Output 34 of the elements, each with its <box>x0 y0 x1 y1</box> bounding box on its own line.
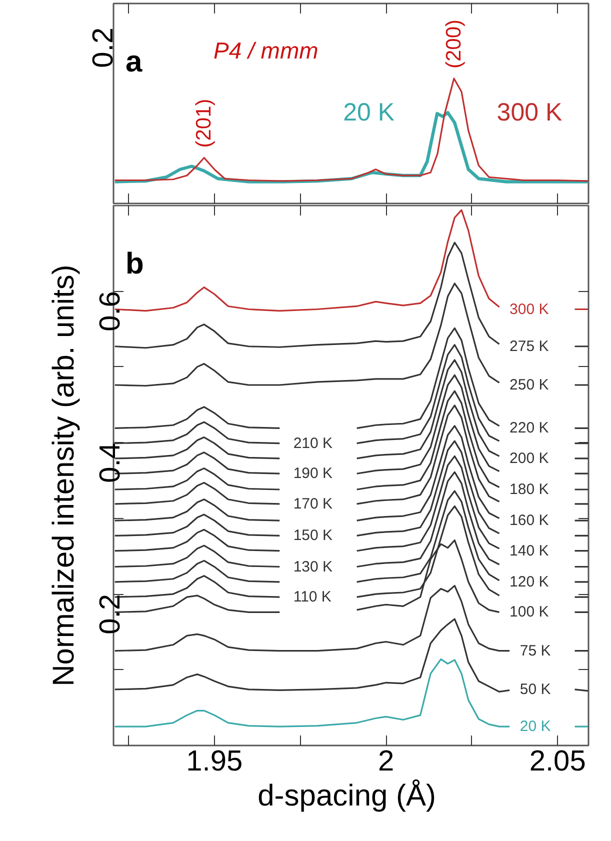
series-label: 20 K <box>343 98 395 127</box>
series-label: 300 K <box>496 98 562 127</box>
series-label: 110 K <box>293 588 332 606</box>
series-label: 170 K <box>293 495 333 512</box>
annotation: b <box>126 248 144 280</box>
x-tick-label: 2 <box>378 746 394 778</box>
annotation: (201) <box>192 98 216 148</box>
series-label: 250 K <box>510 376 549 394</box>
series-label: 75 K <box>520 642 551 660</box>
series-label: 160 K <box>510 512 549 530</box>
y-axis-title: Normalized intensity (arb. units) <box>48 264 80 686</box>
text: P4 / mmm <box>214 38 318 64</box>
x-axis-title: d-spacing (Å) <box>258 778 436 812</box>
series-label: 100 K <box>510 604 549 621</box>
series-label: 190 K <box>293 465 333 482</box>
series-label: 220 K <box>510 420 549 437</box>
series-label: 210 K <box>293 434 333 452</box>
series-label: 20 K <box>520 718 551 736</box>
series-label: 120 K <box>510 573 549 590</box>
y-tick-label: 0.6 <box>94 291 126 332</box>
series-label: 50 K <box>520 680 551 698</box>
x-tick-label: 1.95 <box>186 746 243 778</box>
series-label: 275 K <box>510 338 549 355</box>
y-tick-label: 0.4 <box>94 442 126 483</box>
series-label: 150 K <box>293 527 333 544</box>
series-label: 180 K <box>510 481 549 498</box>
series-label: 300 K <box>510 300 549 318</box>
series-label: 140 K <box>510 542 549 560</box>
series-label: 200 K <box>510 450 549 467</box>
x-tick-label: 2.05 <box>529 746 586 778</box>
series-label: 130 K <box>293 558 333 576</box>
text: a <box>126 46 142 78</box>
y-tick-label: 0.2 <box>94 594 126 634</box>
annotation: (200) <box>442 19 466 68</box>
